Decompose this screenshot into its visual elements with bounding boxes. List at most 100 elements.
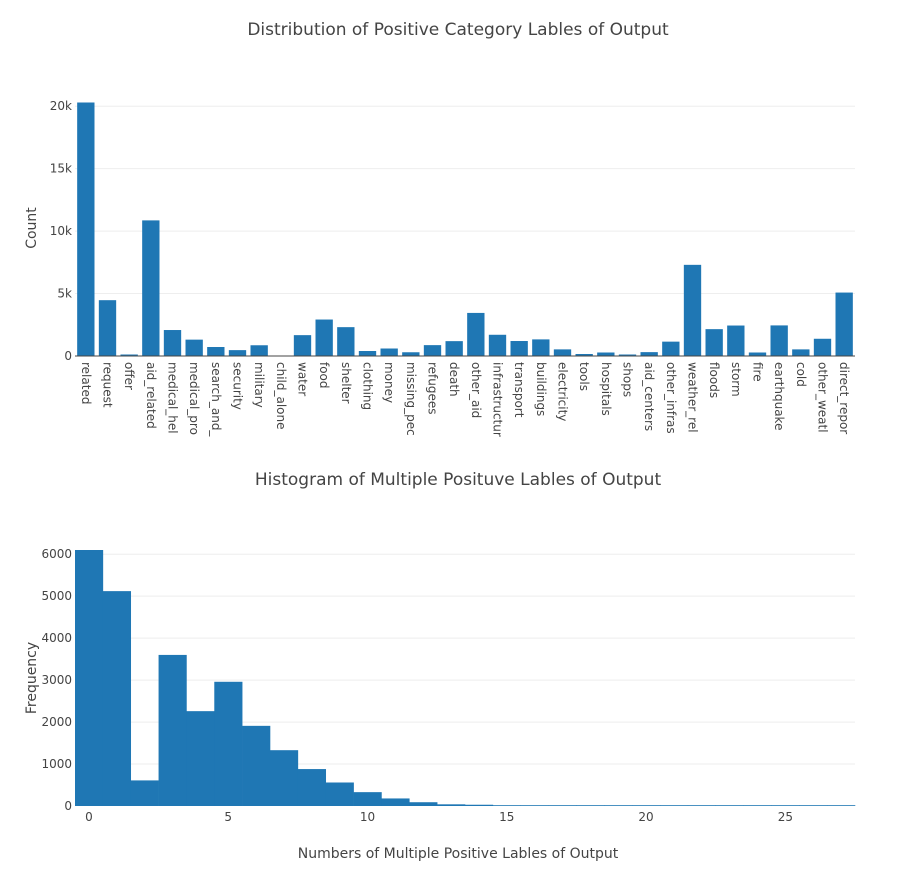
histogram-bar — [660, 805, 689, 806]
x-tick-label: request — [101, 362, 115, 408]
bar — [402, 352, 420, 356]
category-distribution-chart: Distribution of Positive Category Lables… — [24, 20, 855, 437]
x-tick-label: medical_pro — [187, 362, 201, 435]
x-tick-label: fire — [751, 362, 765, 382]
bar — [358, 351, 377, 356]
x-tick-label: hospitals — [599, 362, 613, 416]
x-tick-label: money — [382, 362, 396, 403]
histogram-bar — [186, 711, 215, 806]
bar — [813, 338, 832, 356]
bar — [748, 352, 767, 356]
histogram-bar — [799, 805, 828, 806]
bar — [77, 102, 95, 356]
x-tick-label: transport — [512, 362, 526, 418]
chart-title: Distribution of Positive Category Lables… — [247, 20, 669, 40]
histogram-bar — [437, 804, 466, 806]
histogram-bar — [576, 805, 605, 806]
bar — [553, 349, 572, 356]
y-tick-label: 5000 — [41, 589, 72, 603]
histogram-bar — [242, 725, 271, 806]
y-axis-label: Frequency — [24, 642, 40, 714]
category-bar-plot: 0 5k 10k 15k 20k related request offer aid_relat… — [24, 99, 855, 437]
bar — [142, 220, 160, 356]
bar — [228, 350, 247, 356]
histogram-bar — [465, 804, 494, 806]
y-tick-label: 6000 — [41, 547, 72, 561]
x-tick-label: shops — [621, 362, 635, 397]
x-tick-label: military — [252, 362, 266, 408]
histogram-bar — [297, 769, 327, 806]
x-tick-label: search_and_ — [209, 362, 223, 437]
bar — [380, 348, 398, 356]
histogram-bar — [548, 805, 577, 806]
histogram-bar — [632, 805, 661, 806]
y-tick-label: 5k — [57, 287, 72, 301]
histogram-bar — [715, 805, 744, 806]
histogram-chart: Histogram of Multiple Posituve Lables of… — [0, 450, 916, 871]
histogram-bar — [130, 780, 159, 806]
histogram-bar — [604, 805, 633, 806]
x-tick-label: other_infras — [664, 362, 678, 434]
x-tick-label: 0 — [85, 810, 93, 824]
x-tick-label: 25 — [778, 810, 793, 824]
x-tick-label: offer — [122, 362, 136, 390]
y-axis-label: Count — [24, 207, 40, 249]
bar — [423, 345, 442, 356]
y-tick-label: 20k — [50, 99, 72, 113]
histogram-bar — [827, 805, 856, 806]
bar — [640, 352, 658, 356]
x-tick-label: buildings — [534, 362, 548, 416]
histogram-bar — [492, 805, 522, 806]
bar — [835, 292, 853, 356]
x-tick-label: storm — [729, 362, 743, 397]
bar — [575, 354, 593, 356]
y-tick-label: 4000 — [41, 631, 72, 645]
x-tick-label: other_aid — [469, 362, 483, 418]
bar — [770, 325, 788, 356]
x-axis-label: Numbers of Multiple Positive Lables of O… — [297, 846, 619, 862]
bar — [662, 341, 680, 356]
x-tick-label: direct_repor — [837, 362, 851, 434]
x-tick-label: weather_rel — [686, 362, 700, 433]
bar — [337, 327, 355, 356]
y-tick-label: 10k — [50, 224, 72, 238]
histogram-bar — [102, 591, 132, 806]
bar — [445, 341, 463, 356]
x-tick-label: infrastructur — [491, 362, 505, 437]
x-tick-label: 20 — [638, 810, 653, 824]
bar — [597, 352, 615, 356]
bar — [683, 264, 702, 356]
histogram-bar — [158, 654, 187, 806]
x-tick-label: security — [231, 362, 245, 410]
bar — [207, 347, 225, 356]
y-tick-label: 3000 — [41, 673, 72, 687]
histogram-bar — [520, 805, 549, 806]
bar — [98, 300, 117, 356]
chart-title: Histogram of Multiple Posituve Lables of… — [254, 470, 662, 490]
x-tick-label: missing_pec — [404, 362, 418, 436]
x-tick-label: aid_centers — [642, 362, 656, 431]
x-tick-label: tools — [577, 362, 591, 391]
bar — [618, 354, 637, 356]
bar — [705, 329, 723, 356]
histogram-bar — [771, 805, 800, 806]
histogram-bar — [75, 550, 104, 806]
x-tick-label: 10 — [360, 810, 375, 824]
bar — [532, 339, 550, 356]
x-tick-label: electricity — [556, 362, 570, 421]
bar — [315, 319, 333, 356]
x-tick-label: 15 — [499, 810, 514, 824]
x-tick-label: food — [317, 362, 331, 389]
x-tick-label: earthquake — [772, 362, 786, 430]
x-tick-label: other_weatl — [816, 362, 830, 433]
bar — [727, 325, 745, 356]
x-tick-label: related — [79, 362, 93, 404]
histogram-bar — [325, 782, 354, 806]
bar — [467, 312, 485, 356]
histogram-bar — [381, 798, 410, 806]
x-tick-label: floods — [707, 362, 721, 398]
bar — [510, 341, 528, 356]
x-tick-label: clothing — [361, 362, 375, 410]
x-tick-label: aid_related — [144, 362, 158, 429]
x-tick-label: medical_hel — [166, 362, 180, 434]
